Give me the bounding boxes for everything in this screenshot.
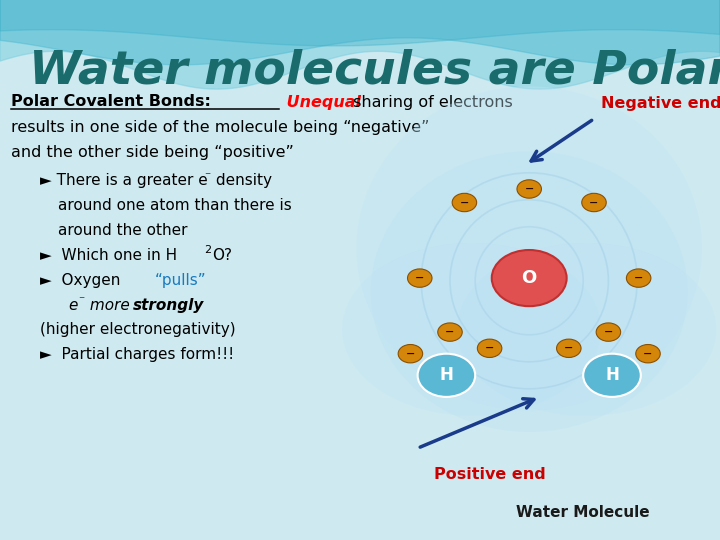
Text: around one atom than there is: around one atom than there is	[58, 198, 292, 213]
Text: −: −	[524, 184, 534, 194]
Circle shape	[492, 250, 567, 306]
Ellipse shape	[371, 151, 688, 432]
Text: ►  Oxygen: ► Oxygen	[40, 273, 125, 288]
Circle shape	[418, 354, 475, 397]
Circle shape	[596, 323, 621, 341]
Text: −: −	[485, 343, 495, 353]
Text: −: −	[564, 343, 574, 353]
Text: −: −	[603, 327, 613, 337]
Text: H: H	[605, 366, 619, 384]
Text: Positive end: Positive end	[433, 467, 546, 482]
Text: 2: 2	[204, 245, 211, 255]
Text: Water molecules are Polar: Water molecules are Polar	[29, 49, 720, 93]
Text: Water Molecule: Water Molecule	[516, 505, 650, 520]
Text: H: H	[439, 366, 454, 384]
Circle shape	[477, 339, 502, 357]
Text: around the other: around the other	[58, 223, 187, 238]
Circle shape	[438, 323, 462, 341]
Ellipse shape	[457, 243, 716, 416]
Text: strongly: strongly	[133, 298, 204, 313]
Text: ► There is a greater e: ► There is a greater e	[40, 173, 207, 188]
Text: −: −	[634, 273, 644, 283]
Text: ⁻: ⁻	[204, 171, 210, 184]
Text: sharing of electrons: sharing of electrons	[348, 94, 513, 110]
Circle shape	[583, 354, 641, 397]
Text: and the other side being “positive”: and the other side being “positive”	[11, 145, 294, 160]
Text: Polar Covalent Bonds:: Polar Covalent Bonds:	[11, 94, 211, 110]
Text: ⁻: ⁻	[78, 294, 84, 307]
Text: −: −	[459, 198, 469, 207]
Text: ►  Which one in H: ► Which one in H	[40, 248, 176, 263]
Text: Negative end: Negative end	[601, 96, 720, 111]
Circle shape	[452, 193, 477, 212]
Text: −: −	[589, 198, 599, 207]
Text: O: O	[521, 269, 537, 287]
Text: −: −	[415, 273, 425, 283]
Ellipse shape	[342, 243, 601, 416]
Text: “pulls”: “pulls”	[155, 273, 207, 288]
Text: Unequal: Unequal	[281, 94, 361, 110]
Text: ►  Partial charges form!!!: ► Partial charges form!!!	[40, 347, 234, 362]
Circle shape	[626, 269, 651, 287]
Circle shape	[636, 345, 660, 363]
Text: e: e	[68, 298, 78, 313]
Text: (higher electronegativity): (higher electronegativity)	[40, 322, 235, 338]
Ellipse shape	[356, 86, 702, 410]
Text: results in one side of the molecule being “negative”: results in one side of the molecule bein…	[11, 120, 429, 135]
Text: density: density	[211, 173, 272, 188]
Circle shape	[557, 339, 581, 357]
Circle shape	[517, 180, 541, 198]
Circle shape	[582, 193, 606, 212]
Circle shape	[408, 269, 432, 287]
Text: −: −	[445, 327, 455, 337]
Circle shape	[398, 345, 423, 363]
Text: −: −	[405, 349, 415, 359]
Text: −: −	[643, 349, 653, 359]
Text: O?: O?	[212, 248, 233, 263]
Text: more: more	[85, 298, 135, 313]
